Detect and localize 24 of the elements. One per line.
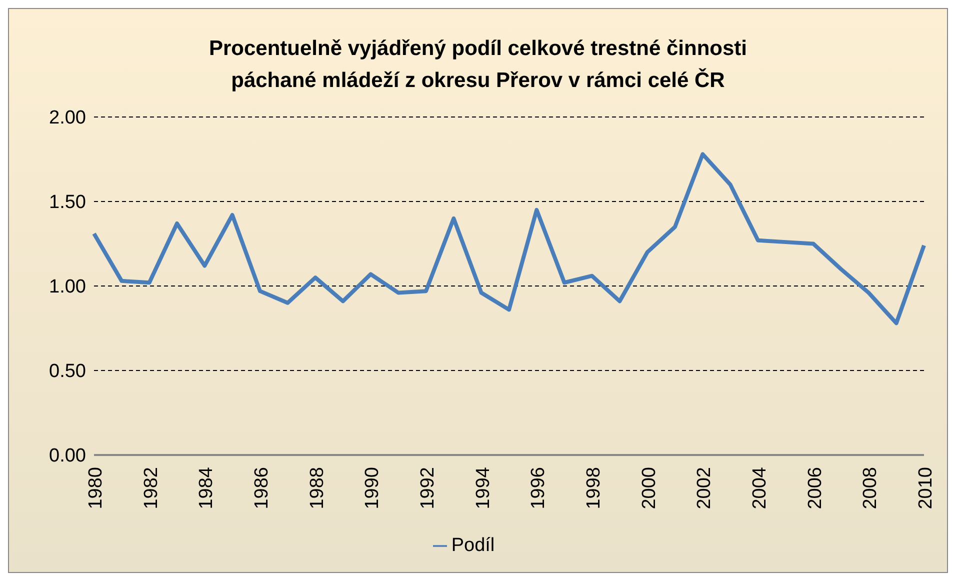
- y-tick-label: 1.00: [49, 276, 86, 298]
- chart-title: Procentuelně vyjádřený podíl celkové trestné činnosti páchané mládeží z okresu Přerov v rámci celé ČR: [208, 36, 748, 94]
- legend-label: Podíl: [451, 535, 495, 556]
- x-tick-label: 1988: [306, 467, 328, 510]
- y-tick-label: 0.50: [49, 361, 86, 382]
- x-tick-label: 1990: [362, 467, 384, 510]
- y-tick-label: 0.00: [49, 446, 86, 467]
- x-tick-label: 2000: [638, 467, 660, 510]
- x-tick-label: 1986: [251, 467, 272, 510]
- x-tick-label: 1998: [583, 467, 604, 510]
- x-tick-label: 2006: [804, 467, 826, 510]
- x-tick-label: 1982: [140, 467, 162, 510]
- y-tick-label: 2.00: [49, 108, 86, 129]
- x-tick-label: 1992: [417, 467, 438, 510]
- line-series: [92, 152, 926, 326]
- x-tick-label: 1984: [196, 466, 218, 510]
- x-tick-label: 1996: [528, 467, 550, 510]
- x-tick-label: 1994: [472, 466, 494, 510]
- x-tick-label: 2010: [915, 467, 936, 510]
- x-tick-label: 2002: [694, 467, 716, 510]
- x-tick-label: 2004: [749, 466, 770, 510]
- x-tick-label: 1980: [85, 467, 106, 510]
- x-tick-label: 2008: [860, 467, 882, 510]
- y-tick-label: 1.50: [49, 192, 86, 214]
